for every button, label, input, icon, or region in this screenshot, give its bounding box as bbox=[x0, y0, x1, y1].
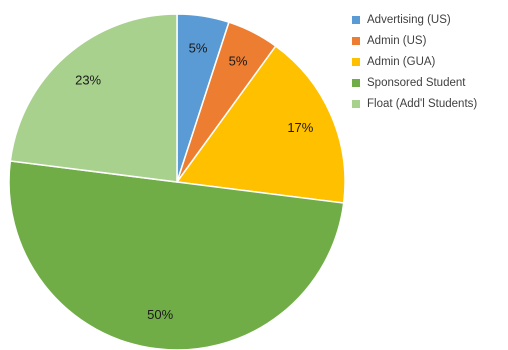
legend-item-advertising-us: Advertising (US) bbox=[352, 11, 477, 28]
data-label-admin-us: 5% bbox=[229, 54, 248, 69]
pie-slice-admin-gua bbox=[175, 45, 346, 204]
pie-slice-sponsored-student bbox=[8, 160, 345, 350]
legend-item-float-add-l-students: Float (Add'l Students) bbox=[352, 95, 477, 112]
legend-label: Float (Add'l Students) bbox=[367, 97, 478, 110]
legend-item-admin-gua: Admin (GUA) bbox=[352, 53, 477, 70]
pie-slice-float-add-l-students bbox=[9, 13, 178, 183]
legend-swatch bbox=[352, 78, 360, 87]
legend-swatch bbox=[352, 15, 360, 24]
pie-slices bbox=[8, 13, 346, 350]
legend-swatch bbox=[352, 57, 360, 66]
legend-label: Sponsored Student bbox=[367, 76, 466, 89]
legend-label: Advertising (US) bbox=[367, 13, 451, 26]
legend-item-admin-us: Admin (US) bbox=[352, 32, 477, 49]
chart-legend: Advertising (US) Admin (US) Admin (GUA) Spo… bbox=[352, 11, 477, 116]
legend-swatch bbox=[352, 99, 360, 108]
legend-swatch bbox=[352, 36, 360, 45]
data-label-sponsored-student: 50% bbox=[147, 307, 173, 322]
pie-data-labels: 5% 5% 17% 50% 23% bbox=[75, 41, 314, 322]
data-label-float-add-l-students: 23% bbox=[75, 73, 101, 88]
legend-label: Admin (US) bbox=[367, 34, 427, 47]
legend-label: Admin (GUA) bbox=[367, 55, 436, 68]
legend-item-sponsored-student: Sponsored Student bbox=[352, 74, 477, 91]
data-label-admin-gua: 17% bbox=[287, 120, 313, 135]
data-label-advertising-us: 5% bbox=[189, 41, 208, 56]
